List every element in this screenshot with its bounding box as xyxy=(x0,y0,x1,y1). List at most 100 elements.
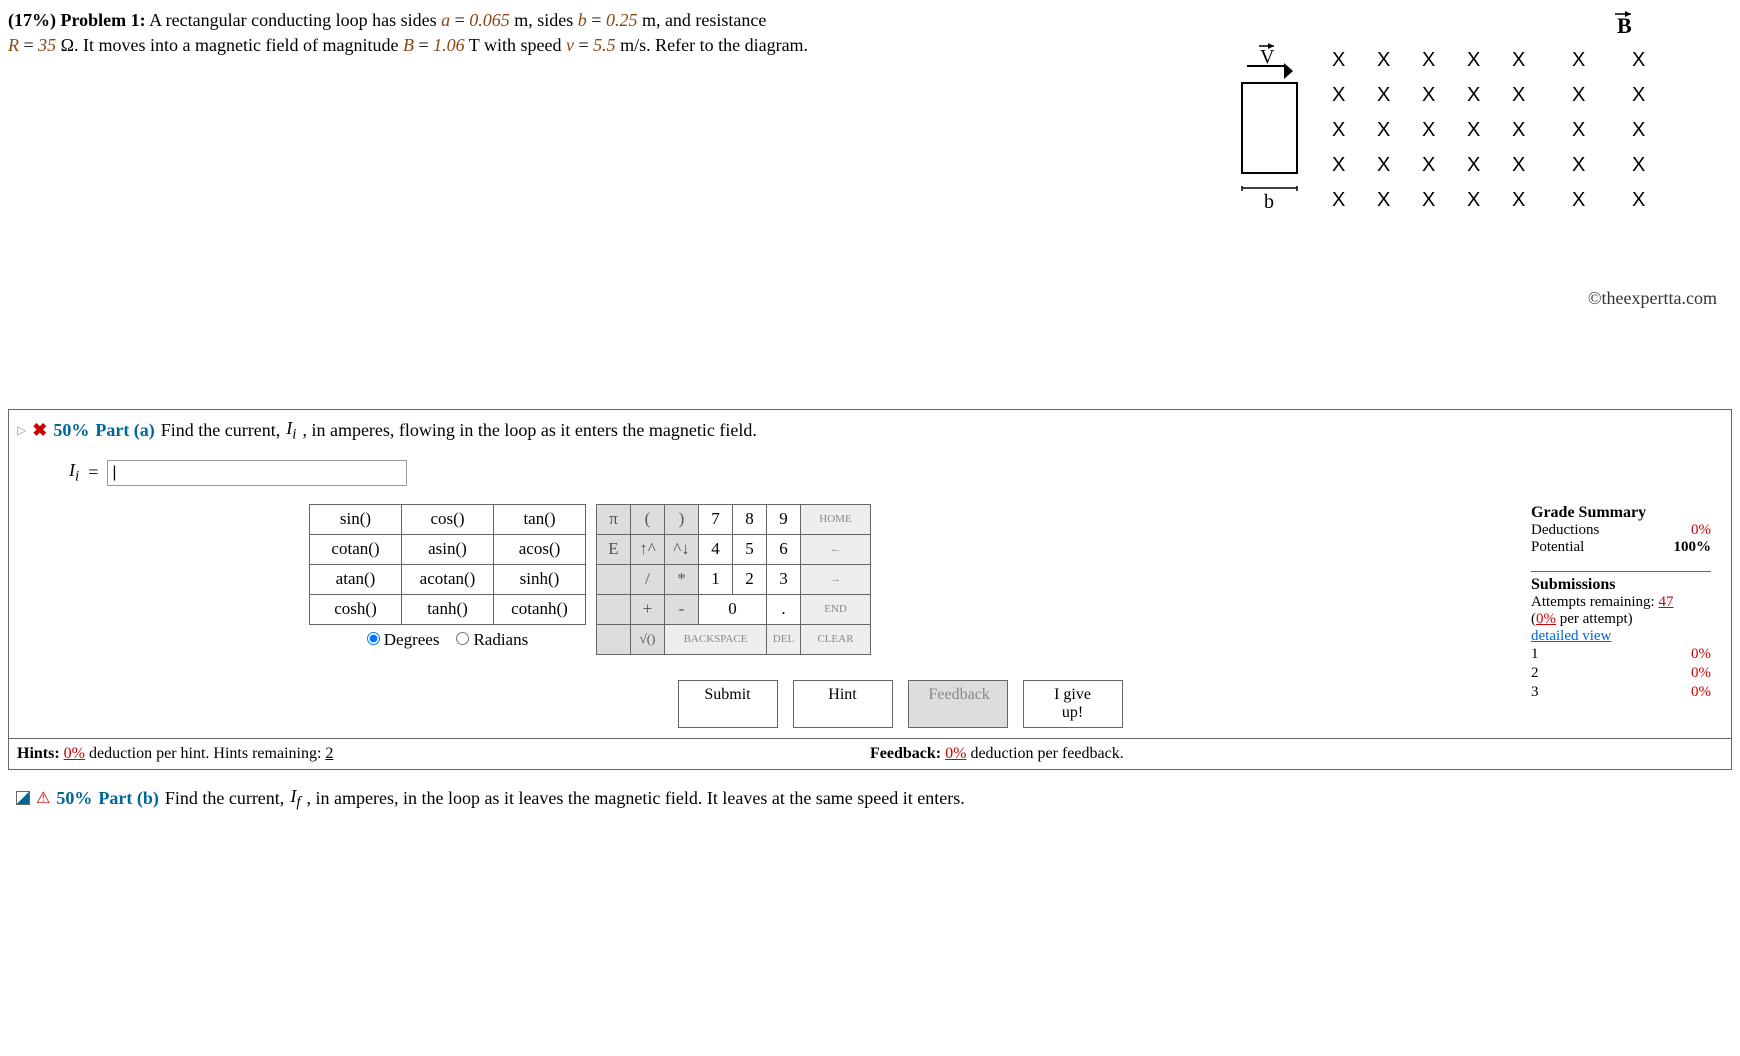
problem-statement: (17%) Problem 1: A rectangular conductin… xyxy=(8,8,1232,78)
svg-text:X: X xyxy=(1572,49,1585,71)
svg-text:X: X xyxy=(1332,84,1345,106)
key-cotanh[interactable]: cotanh() xyxy=(494,594,586,624)
feedback-button[interactable]: Feedback xyxy=(908,680,1008,728)
svg-text:X: X xyxy=(1467,189,1480,211)
svg-text:B: B xyxy=(1617,13,1632,38)
b-label: b xyxy=(1264,191,1274,213)
feedback-info: Feedback: 0% deduction per feedback. xyxy=(870,745,1723,763)
problem-title: Problem 1: xyxy=(61,10,146,30)
key-cos[interactable]: cos() xyxy=(402,504,494,534)
svg-text:X: X xyxy=(1422,49,1435,71)
key-dot[interactable]: . xyxy=(767,594,801,624)
key-down[interactable]: ^↓ xyxy=(665,534,699,564)
answer-variable: Ii xyxy=(69,460,79,486)
key-7[interactable]: 7 xyxy=(699,504,733,534)
svg-text:X: X xyxy=(1512,154,1525,176)
detailed-view-link[interactable]: detailed view xyxy=(1531,628,1711,645)
numeric-keypad: π ( ) 7 8 9 HOME E ↑^ ^↓ 4 5 6 xyxy=(596,504,871,655)
key-end[interactable]: END xyxy=(801,594,871,624)
key-acotan[interactable]: acotan() xyxy=(402,564,494,594)
grade-summary: Grade Summary Deductions0% Potential100% xyxy=(1531,504,1711,556)
key-backspace[interactable]: BACKSPACE xyxy=(665,624,767,654)
giveup-button[interactable]: I give up! xyxy=(1023,680,1123,728)
key-sinh[interactable]: sinh() xyxy=(494,564,586,594)
key-acos[interactable]: acos() xyxy=(494,534,586,564)
svg-text:X: X xyxy=(1572,189,1585,211)
svg-text:X: X xyxy=(1467,84,1480,106)
svg-text:X: X xyxy=(1632,49,1645,71)
svg-text:X: X xyxy=(1512,119,1525,141)
key-sqrt[interactable]: √() xyxy=(631,624,665,654)
svg-text:X: X xyxy=(1572,119,1585,141)
key-9[interactable]: 9 xyxy=(767,504,801,534)
key-cosh[interactable]: cosh() xyxy=(310,594,402,624)
warning-icon: ⚠ xyxy=(36,788,50,808)
key-up[interactable]: ↑^ xyxy=(631,534,665,564)
svg-text:X: X xyxy=(1377,49,1390,71)
key-2[interactable]: 2 xyxy=(733,564,767,594)
key-minus[interactable]: - xyxy=(665,594,699,624)
key-div[interactable]: / xyxy=(631,564,665,594)
svg-text:X: X xyxy=(1377,154,1390,176)
degrees-radio[interactable]: Degrees xyxy=(367,630,440,649)
problem-diagram: B V a b xyxy=(1232,8,1732,238)
key-tanh[interactable]: tanh() xyxy=(402,594,494,624)
key-sin[interactable]: sin() xyxy=(310,504,402,534)
key-3[interactable]: 3 xyxy=(767,564,801,594)
key-e[interactable]: E xyxy=(597,534,631,564)
key-right[interactable]: → xyxy=(801,564,871,594)
submit-button[interactable]: Submit xyxy=(678,680,778,728)
svg-text:X: X xyxy=(1332,119,1345,141)
key-lparen[interactable]: ( xyxy=(631,504,665,534)
svg-text:X: X xyxy=(1512,189,1525,211)
function-keypad: sin() cos() tan() cotan() asin() acos() … xyxy=(309,504,586,655)
radians-radio[interactable]: Radians xyxy=(456,630,528,649)
svg-text:X: X xyxy=(1332,189,1345,211)
svg-text:V: V xyxy=(1260,46,1275,68)
svg-text:X: X xyxy=(1422,189,1435,211)
svg-text:X: X xyxy=(1422,154,1435,176)
svg-text:X: X xyxy=(1467,49,1480,71)
key-1[interactable]: 1 xyxy=(699,564,733,594)
key-5[interactable]: 5 xyxy=(733,534,767,564)
part-a-percent: 50% xyxy=(53,420,89,441)
svg-text:X: X xyxy=(1632,189,1645,211)
key-home[interactable]: HOME xyxy=(801,504,871,534)
key-8[interactable]: 8 xyxy=(733,504,767,534)
svg-text:X: X xyxy=(1422,84,1435,106)
key-del[interactable]: DEL xyxy=(767,624,801,654)
part-a-container: ▷ ✖ 50% Part (a) Find the current, Ii, i… xyxy=(8,409,1732,770)
key-6[interactable]: 6 xyxy=(767,534,801,564)
key-cotan[interactable]: cotan() xyxy=(310,534,402,564)
key-rparen[interactable]: ) xyxy=(665,504,699,534)
svg-text:X: X xyxy=(1632,84,1645,106)
hint-button[interactable]: Hint xyxy=(793,680,893,728)
key-4[interactable]: 4 xyxy=(699,534,733,564)
answer-input[interactable] xyxy=(107,460,407,486)
submissions-panel: Submissions Attempts remaining: 47 (0% p… xyxy=(1531,571,1711,702)
key-asin[interactable]: asin() xyxy=(402,534,494,564)
svg-text:X: X xyxy=(1422,119,1435,141)
key-mul[interactable]: * xyxy=(665,564,699,594)
svg-text:X: X xyxy=(1572,154,1585,176)
svg-text:X: X xyxy=(1377,84,1390,106)
expand-icon[interactable] xyxy=(16,791,30,805)
key-blank1 xyxy=(597,564,631,594)
key-blank3 xyxy=(597,624,631,654)
key-atan[interactable]: atan() xyxy=(310,564,402,594)
key-tan[interactable]: tan() xyxy=(494,504,586,534)
copyright: ©theexpertta.com xyxy=(1232,288,1717,309)
key-blank2 xyxy=(597,594,631,624)
key-pi[interactable]: π xyxy=(597,504,631,534)
part-a-label: Part (a) xyxy=(95,420,154,441)
key-0[interactable]: 0 xyxy=(699,594,767,624)
svg-text:X: X xyxy=(1377,189,1390,211)
incorrect-icon: ✖ xyxy=(32,420,47,441)
expand-icon[interactable]: ▷ xyxy=(17,423,26,438)
key-plus[interactable]: + xyxy=(631,594,665,624)
part-b-header: ⚠ 50% Part (b) Find the current, If, in … xyxy=(8,778,1732,820)
key-left[interactable]: ← xyxy=(801,534,871,564)
svg-text:X: X xyxy=(1512,84,1525,106)
key-clear[interactable]: CLEAR xyxy=(801,624,871,654)
svg-text:X: X xyxy=(1332,49,1345,71)
